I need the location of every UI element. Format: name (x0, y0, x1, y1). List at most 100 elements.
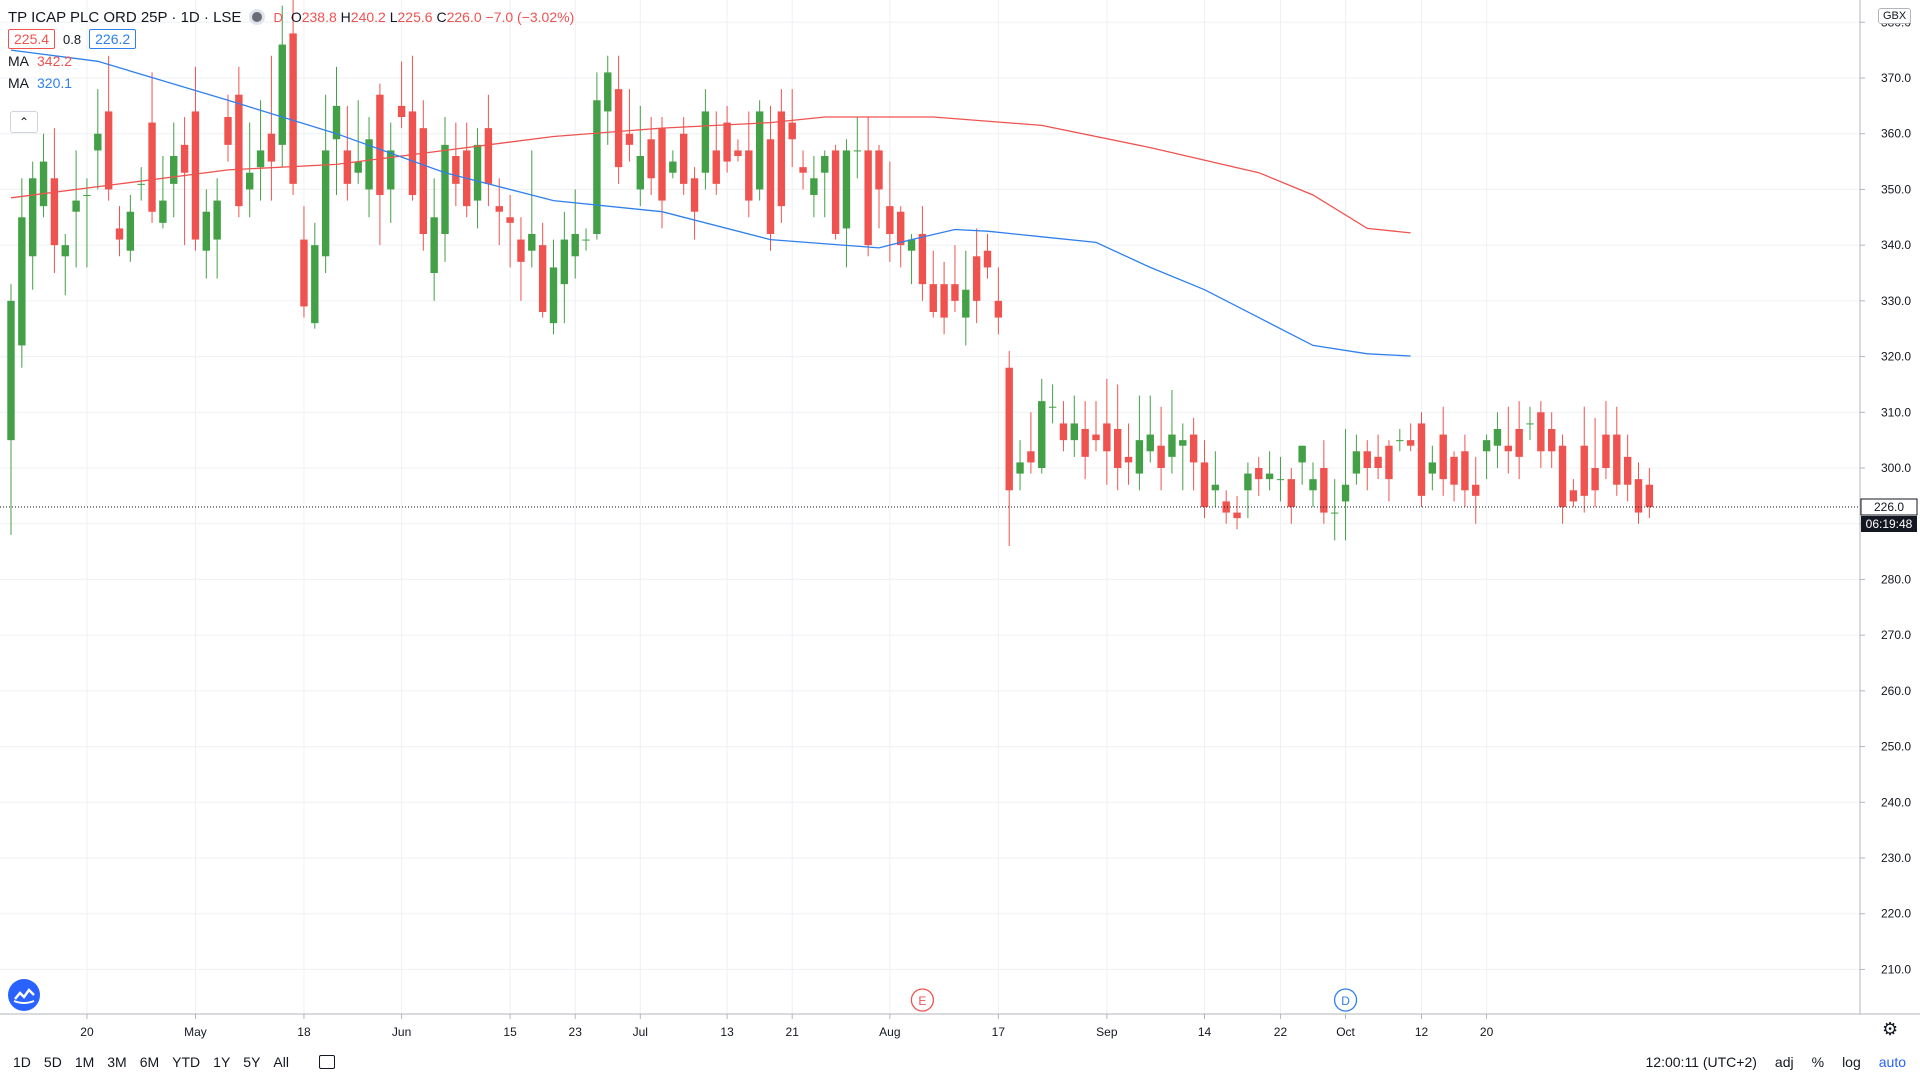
candle-body (61, 245, 69, 257)
candle-body (723, 122, 731, 162)
ma-long-row[interactable]: MA 342.2 (8, 50, 574, 72)
currency-label[interactable]: GBX (1878, 8, 1912, 24)
candle-body (853, 150, 861, 152)
earnings-marker[interactable] (910, 988, 935, 1012)
ma-short-row[interactable]: MA 320.1 (8, 72, 574, 94)
candle (1493, 412, 1502, 468)
candle-body (484, 128, 493, 184)
percent-toggle[interactable]: % (1811, 1054, 1825, 1070)
candle-body (1114, 429, 1122, 468)
candle-body (1135, 440, 1144, 474)
time-tick-label: 18 (297, 1025, 311, 1039)
candle-body (745, 150, 753, 201)
change-value: −7.0 (−3.02%) (485, 9, 575, 25)
dividend-marker[interactable] (1333, 988, 1358, 1012)
range-1d-button[interactable]: 1D (13, 1054, 31, 1070)
candle (1406, 423, 1415, 452)
tradingview-logo-icon[interactable] (8, 979, 40, 1011)
candle (1341, 429, 1350, 541)
time-tick-label: 13 (720, 1025, 734, 1039)
candle-body (452, 156, 460, 184)
price-tick-label: 240.0 (1881, 795, 1911, 809)
candle (1124, 423, 1133, 485)
candle-body (1623, 456, 1632, 485)
candle-body (886, 206, 894, 234)
candle-body (1385, 445, 1393, 480)
candle (332, 66, 341, 195)
candle-body (1548, 429, 1556, 452)
candle-body (1309, 479, 1317, 491)
dividend-badge: D (273, 9, 283, 25)
candle-body (224, 117, 232, 145)
candle-body (1038, 401, 1046, 468)
candle-body (267, 133, 276, 162)
candle-body (256, 150, 265, 168)
candle (972, 228, 981, 324)
ma-long-value: 342.2 (37, 53, 73, 69)
adj-toggle[interactable]: adj (1774, 1054, 1794, 1070)
candle-body (1396, 440, 1404, 442)
candle (745, 111, 753, 218)
range-1y-button[interactable]: 1Y (213, 1054, 231, 1070)
candle (1016, 440, 1024, 491)
calendar-range-icon[interactable] (318, 1055, 335, 1069)
candle-body (321, 150, 330, 257)
candle (1450, 451, 1458, 502)
countdown-tag-bg (1861, 516, 1917, 532)
candle (755, 100, 764, 201)
symbol-title[interactable]: TP ICAP PLC ORD 25P · 1D · LSE (8, 8, 242, 26)
gear-icon[interactable]: ⚙ (1882, 1019, 1899, 1039)
candle-body (278, 44, 286, 145)
moving-averages (10, 49, 1411, 357)
range-3m-button[interactable]: 3M (107, 1054, 127, 1070)
time-tick-label: 20 (1480, 1025, 1494, 1039)
log-toggle[interactable]: log (1842, 1054, 1861, 1070)
collapse-legend-button[interactable]: ⌃ (10, 111, 38, 133)
candle (1189, 417, 1198, 491)
price-overlay: 226.0 06:19:48 E D (0, 498, 1918, 1012)
candle-body (311, 245, 319, 324)
candle-body (614, 89, 623, 168)
range-all-button[interactable]: All (273, 1054, 289, 1070)
candle-body (582, 239, 590, 241)
ma-short-label: MA (8, 75, 29, 91)
candle (213, 178, 221, 279)
bid-price[interactable]: 225.4 (8, 29, 56, 49)
range-ytd-button[interactable]: YTD (172, 1054, 201, 1070)
candle-body (777, 111, 786, 207)
range-6m-button[interactable]: 6M (139, 1054, 160, 1070)
range-1m-button[interactable]: 1M (74, 1054, 95, 1070)
candle-body (1515, 429, 1523, 457)
candle (1645, 468, 1654, 519)
time-tick-label: 12 (1415, 1025, 1429, 1039)
candle (517, 217, 525, 301)
candle (1591, 417, 1599, 507)
auto-toggle[interactable]: auto (1878, 1054, 1906, 1070)
ask-price[interactable]: 226.2 (89, 29, 137, 49)
candle (1602, 401, 1610, 480)
candle (126, 195, 135, 262)
range-5y-button[interactable]: 5Y (243, 1054, 261, 1070)
candle-body (647, 139, 655, 179)
spread-value: 0.8 (63, 31, 82, 47)
candle (1179, 423, 1187, 491)
candle-body (246, 172, 254, 190)
candle-body (1211, 484, 1220, 491)
candle (864, 117, 872, 257)
time-axis[interactable]: 20 May 18 Jun 15 23 Jul 13 21 Aug 17 Sep 14 22 Oct 12 20 (0, 1013, 1920, 1039)
candle-body (1298, 445, 1306, 463)
range-5d-button[interactable]: 5D (43, 1054, 62, 1070)
candle (463, 122, 471, 218)
candle (1374, 434, 1382, 480)
candle (636, 105, 644, 207)
candle (7, 284, 15, 535)
candle-body (1168, 434, 1176, 457)
candle-body (1352, 451, 1361, 474)
candle (723, 105, 731, 173)
price-tick-label: 220.0 (1881, 907, 1911, 921)
clock-time[interactable]: 12:00:11 (UTC+2) (1645, 1054, 1757, 1070)
candle (788, 89, 796, 168)
candle-body (1558, 445, 1567, 507)
time-tick-label: 17 (992, 1025, 1006, 1039)
